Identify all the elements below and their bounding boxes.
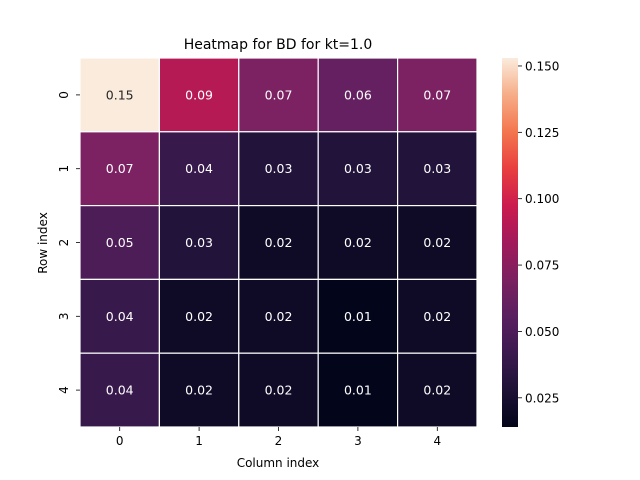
cell-value-label: 0.07 [423, 87, 451, 102]
heatmap-cell [238, 57, 319, 133]
colorbar-tick-label: 0.025 [525, 391, 559, 405]
x-axis-label: Column index [237, 456, 320, 470]
heatmap-cell [79, 57, 161, 133]
cell-value-label: 0.01 [344, 383, 372, 398]
heatmap-cell [317, 205, 399, 281]
cell-value-label: 0.01 [344, 309, 372, 324]
heatmap-cell [79, 352, 161, 428]
heatmap-cells: 0.15 0.09 0.07 0.06 0.07 0.07 0.04 0.03 0.03 0.03… [79, 57, 478, 428]
heatmap-cell [238, 131, 319, 207]
cell-value-label: 0.02 [185, 383, 213, 398]
cell-value-label: 0.03 [344, 161, 372, 176]
cell-value-label: 0.07 [265, 87, 293, 102]
cell-value-label: 0.02 [185, 309, 213, 324]
cell-value-label: 0.02 [265, 383, 293, 398]
x-tick-label: 3 [354, 434, 362, 448]
cell-value-label: 0.04 [106, 309, 134, 324]
colorbar-tick-label: 0.050 [525, 325, 559, 339]
y-tick-label: 4 [57, 386, 71, 394]
heatmap-cell [238, 352, 319, 428]
heatmap-cell [158, 205, 240, 281]
cell-value-label: 0.02 [423, 235, 451, 250]
cell-value-label: 0.02 [265, 235, 293, 250]
y-tick-label: 3 [57, 312, 71, 320]
heatmap-cell [397, 352, 478, 428]
colorbar-tick-label: 0.150 [525, 59, 559, 73]
x-tick-label: 4 [433, 434, 441, 448]
cell-value-label: 0.04 [106, 383, 134, 398]
colorbar-tick-label: 0.125 [525, 126, 559, 140]
y-tick-label: 0 [57, 91, 71, 99]
cell-value-label: 0.15 [106, 87, 134, 102]
colorbar-tick-label: 0.075 [525, 259, 559, 273]
cell-value-label: 0.09 [185, 87, 213, 102]
x-tick-label: 1 [195, 434, 203, 448]
y-axis-ticks: 0 1 2 3 4 [57, 91, 80, 394]
heatmap-cell [238, 278, 319, 354]
cell-value-label: 0.05 [106, 235, 134, 250]
x-tick-label: 2 [275, 434, 283, 448]
colorbar [502, 58, 518, 427]
colorbar-ticks: 0.025 0.050 0.075 0.100 0.125 0.150 [518, 59, 559, 405]
cell-value-label: 0.02 [344, 235, 372, 250]
cell-value-label: 0.07 [106, 161, 134, 176]
x-axis-ticks: 0 1 2 3 4 [116, 427, 441, 448]
heatmap-cell [158, 57, 240, 133]
heatmap-cell [317, 278, 399, 354]
heatmap-cell [158, 278, 240, 354]
cell-value-label: 0.03 [423, 161, 451, 176]
y-tick-label: 2 [57, 239, 71, 247]
cell-value-label: 0.02 [265, 309, 293, 324]
x-tick-label: 0 [116, 434, 124, 448]
cell-value-label: 0.03 [265, 161, 293, 176]
y-axis-label: Row index [36, 212, 50, 274]
cell-value-label: 0.02 [423, 309, 451, 324]
heatmap-cell [397, 131, 478, 207]
chart-title: Heatmap for BD for kt=1.0 [184, 37, 373, 53]
cell-value-label: 0.06 [344, 87, 372, 102]
y-tick-label: 1 [57, 165, 71, 173]
cell-value-label: 0.04 [185, 161, 213, 176]
colorbar-tick-label: 0.100 [525, 192, 559, 206]
heatmap-cell [158, 352, 240, 428]
heatmap-cell [317, 57, 399, 133]
cell-value-label: 0.03 [185, 235, 213, 250]
cell-value-label: 0.02 [423, 383, 451, 398]
heatmap-cell [397, 278, 478, 354]
